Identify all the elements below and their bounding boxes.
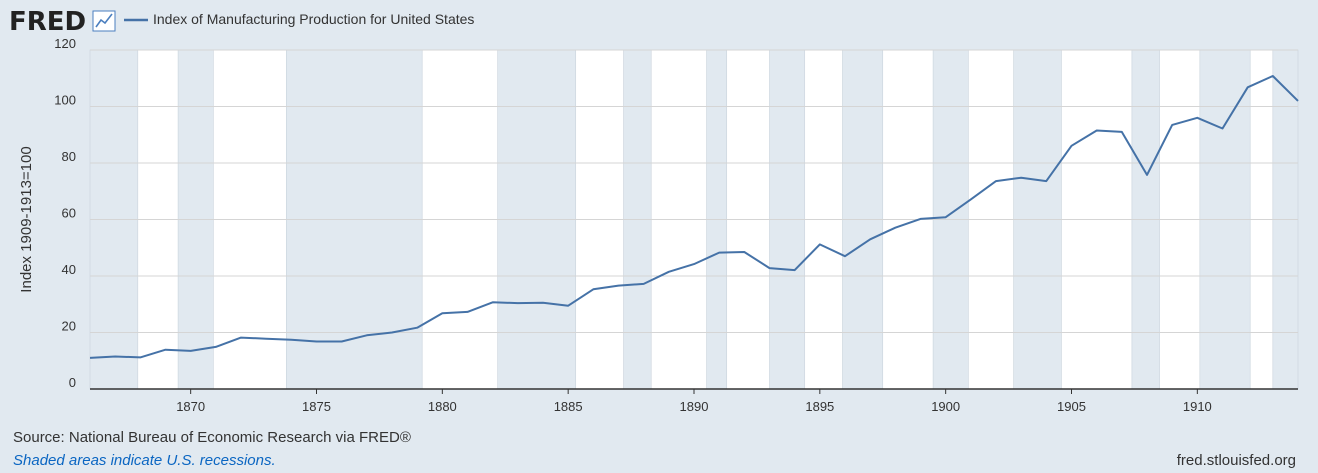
y-tick-label: 100	[54, 93, 76, 108]
x-tick-label: 1890	[680, 399, 709, 414]
data-point	[138, 355, 142, 359]
data-point	[641, 282, 645, 286]
data-point	[1271, 74, 1275, 78]
y-tick-label: 120	[54, 36, 76, 51]
y-axis-ticks: 0 20 40 60 80 100 120	[54, 36, 76, 390]
y-tick-label: 40	[62, 262, 76, 277]
data-point	[616, 283, 620, 287]
data-point	[339, 339, 343, 343]
data-point	[1145, 173, 1149, 177]
logo-text: FRED	[9, 7, 86, 37]
data-point	[1220, 126, 1224, 130]
data-point	[667, 270, 671, 274]
data-point	[214, 345, 218, 349]
data-point	[163, 348, 167, 352]
x-tick-label: 1905	[1057, 399, 1086, 414]
data-point	[314, 339, 318, 343]
data-point	[1195, 116, 1199, 120]
data-point	[1296, 99, 1300, 103]
data-point	[415, 325, 419, 329]
data-point	[943, 215, 947, 219]
series-line	[89, 75, 1299, 359]
x-tick-label: 1895	[805, 399, 834, 414]
data-point	[465, 310, 469, 314]
data-point	[1019, 175, 1023, 179]
data-point	[918, 217, 922, 221]
data-point	[893, 225, 897, 229]
x-tick-label: 1900	[931, 399, 960, 414]
data-point	[818, 242, 822, 246]
data-point	[264, 337, 268, 341]
data-point	[566, 303, 570, 307]
source-note: Source: National Bureau of Economic Rese…	[13, 429, 411, 446]
data-point	[843, 254, 847, 258]
x-tick-label: 1875	[302, 399, 331, 414]
site-url[interactable]: fred.stlouisfed.org	[1176, 452, 1296, 469]
data-point	[541, 301, 545, 305]
x-axis-ticks: 1870 1875 1880 1885 1890 1895 1900 1905 1910	[176, 389, 1212, 414]
data-point	[390, 330, 394, 334]
data-point	[440, 311, 444, 315]
data-point	[88, 356, 92, 360]
data-point	[591, 287, 595, 291]
data-point	[1120, 130, 1124, 134]
data-point	[742, 250, 746, 254]
data-point	[1069, 144, 1073, 148]
y-tick-label: 60	[62, 206, 76, 221]
data-point	[792, 268, 796, 272]
data-point	[969, 197, 973, 201]
data-point	[692, 262, 696, 266]
y-tick-label: 20	[62, 319, 76, 334]
x-tick-label: 1885	[554, 399, 583, 414]
series-layer	[88, 74, 1300, 360]
data-point	[516, 301, 520, 305]
gridlines	[90, 49, 1298, 333]
data-point	[1170, 123, 1174, 127]
data-point	[365, 333, 369, 337]
data-point	[717, 250, 721, 254]
fred-logo[interactable]: FRED	[9, 7, 116, 37]
data-point	[289, 338, 293, 342]
recession-note: Shaded areas indicate U.S. recessions.	[13, 452, 276, 469]
x-tick-label: 1910	[1183, 399, 1212, 414]
legend: Index of Manufacturing Production for Un…	[124, 11, 474, 27]
legend-label: Index of Manufacturing Production for Un…	[153, 11, 474, 27]
y-axis-title: Index 1909-1913=100	[18, 146, 35, 292]
data-point	[767, 266, 771, 270]
data-point	[868, 237, 872, 241]
data-point	[113, 354, 117, 358]
data-point	[490, 300, 494, 304]
data-point	[188, 349, 192, 353]
data-point	[1094, 128, 1098, 132]
y-tick-label: 80	[62, 149, 76, 164]
data-point	[1044, 179, 1048, 183]
data-point	[239, 335, 243, 339]
data-point	[1245, 85, 1249, 89]
x-tick-label: 1870	[176, 399, 205, 414]
x-tick-label: 1880	[428, 399, 457, 414]
data-point	[994, 179, 998, 183]
y-tick-label: 0	[69, 375, 76, 390]
line-chart-icon	[92, 10, 116, 32]
